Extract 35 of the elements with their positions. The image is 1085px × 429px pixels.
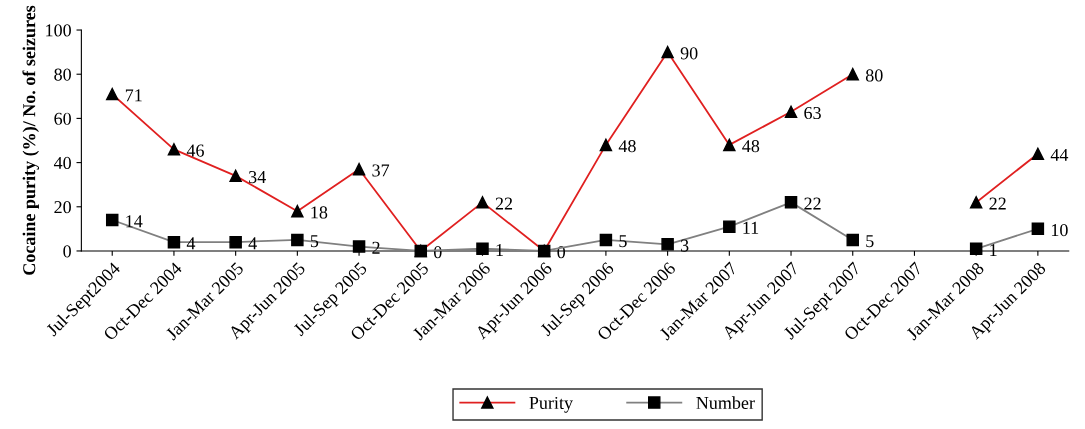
- y-tick-label: 40: [53, 156, 71, 170]
- data-label: 5: [619, 235, 627, 248]
- data-label: 4: [248, 237, 257, 250]
- data-label: 37: [372, 164, 390, 177]
- data-label: 80: [865, 69, 883, 82]
- y-tick-label: 20: [54, 201, 71, 214]
- data-label: 1: [496, 243, 503, 256]
- data-label: 4: [186, 237, 196, 250]
- data-label: 2: [372, 241, 380, 254]
- data-label: 34: [249, 171, 266, 184]
- data-label: 63: [804, 106, 821, 120]
- data-label: 11: [743, 221, 759, 234]
- data-label: 71: [125, 89, 142, 102]
- data-label: 90: [680, 47, 698, 60]
- data-label: 22: [989, 197, 1006, 210]
- legend-label: Purity: [529, 396, 573, 413]
- data-label: 22: [495, 197, 513, 210]
- data-label: 48: [618, 140, 636, 153]
- data-label: 14: [126, 215, 143, 228]
- y-tick-label: 80: [54, 68, 71, 81]
- data-label: 22: [804, 197, 821, 210]
- data-label: 48: [742, 140, 760, 153]
- data-label: 1: [990, 243, 997, 256]
- data-label: 44: [1050, 148, 1069, 161]
- data-label: 10: [1051, 223, 1068, 237]
- y-axis-title: Cocaine purity (%)/ No. of seizures: [22, 5, 40, 275]
- data-label: 46: [186, 144, 204, 157]
- data-label: 18: [311, 206, 328, 219]
- legend-label: Number: [696, 396, 755, 410]
- y-tick-label: 100: [46, 24, 71, 37]
- data-label: 3: [680, 239, 689, 252]
- y-tick-label: 0: [63, 245, 71, 258]
- y-tick-label: 60: [54, 112, 71, 125]
- data-label: 5: [310, 235, 319, 248]
- data-label: 5: [866, 235, 874, 248]
